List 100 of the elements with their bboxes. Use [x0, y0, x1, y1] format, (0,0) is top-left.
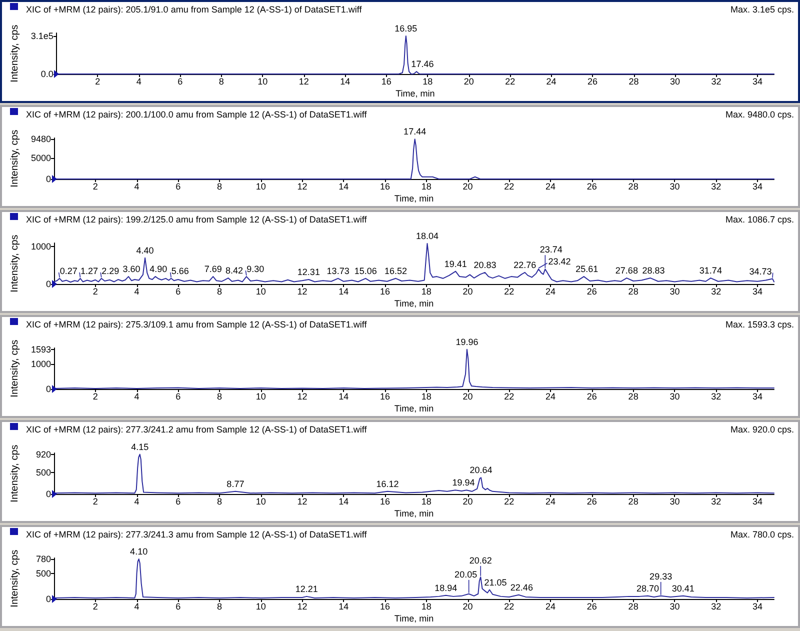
x-tick-label: 16	[380, 392, 390, 402]
chart-subtitle: Max. 9480.0 cps.	[725, 110, 794, 120]
x-tick-label: 14	[338, 496, 349, 506]
y-tick-label: 0	[46, 174, 51, 184]
annotation: 12.31	[297, 267, 320, 278]
annotation: 19.96	[456, 336, 478, 347]
x-tick-label: 20	[464, 76, 474, 86]
x-tick-label: 22	[504, 392, 514, 402]
x-tick-label: 34	[752, 286, 762, 296]
annotation: 27.68	[615, 266, 638, 276]
annotation: 30.41	[672, 583, 694, 594]
annotation: 25.61	[576, 264, 598, 274]
x-tick-label: 4	[134, 392, 140, 402]
x-tick-label: 8	[217, 496, 222, 506]
annotation: 34.73	[749, 266, 772, 276]
annotation: 13.73	[326, 266, 350, 276]
x-tick-label: 26	[586, 182, 597, 192]
x-tick-label: 14	[338, 392, 349, 402]
x-tick-label: 28	[628, 392, 638, 402]
annotation: 20.64	[470, 465, 492, 476]
x-tick-label: 6	[176, 602, 181, 612]
x-tick-label: 4	[134, 602, 140, 612]
x-tick-label: 4	[134, 182, 140, 192]
x-tick-label: 8	[217, 182, 222, 192]
x-tick-label: 2	[95, 76, 100, 86]
x-tick-label: 18	[422, 76, 433, 86]
annotation: 0.27	[60, 266, 78, 276]
annotation: 28.70	[636, 583, 660, 594]
annotation: 20.05	[454, 569, 478, 580]
x-axis-title: Time, min	[394, 298, 434, 308]
annotation: 12.21	[295, 584, 318, 594]
x-tick-label: 2	[92, 496, 98, 506]
x-tick-label: 16	[380, 286, 390, 296]
x-tick-label: 18	[421, 182, 432, 192]
x-tick-label: 24	[546, 76, 556, 86]
y-axis-title: Intensity, cps	[10, 444, 20, 502]
annotation: 4.10	[130, 546, 148, 557]
x-tick-label: 24	[546, 392, 556, 402]
annotation: 23.74	[540, 244, 562, 255]
x-tick-label: 30	[670, 496, 680, 506]
x-tick-label: 12	[297, 182, 308, 192]
annotation: 18.94	[434, 582, 458, 593]
x-tick-label: 30	[670, 602, 680, 612]
y-tick-label: 1000	[30, 359, 51, 370]
x-tick-label: 2	[92, 182, 98, 192]
annotation: 17.44	[404, 126, 426, 137]
annotation: 1.27	[80, 266, 98, 276]
annotation: 21.05	[484, 577, 507, 588]
x-tick-label: 32	[711, 182, 722, 192]
x-tick-label: 14	[340, 76, 350, 86]
annotation: 7.69	[204, 264, 222, 274]
y-tick-label: 0	[46, 489, 51, 499]
x-axis-title: Time, min	[394, 404, 434, 414]
x-tick-label: 22	[504, 182, 514, 192]
x-tick-label: 12	[297, 392, 308, 402]
annotation: 22.46	[510, 582, 533, 592]
chart-subtitle: Max. 1086.7 cps.	[725, 214, 794, 224]
x-tick-label: 28	[628, 602, 638, 612]
annotation: 17.46	[411, 59, 434, 70]
x-tick-label: 2	[92, 286, 98, 296]
x-tick-label: 34	[752, 496, 762, 506]
x-tick-label: 4	[134, 496, 140, 506]
x-tick-label: 2	[92, 392, 98, 402]
annotation: 28.83	[642, 266, 665, 276]
x-tick-label: 18	[421, 286, 432, 296]
x-tick-label: 20	[462, 392, 473, 402]
x-tick-label: 16	[380, 496, 390, 506]
x-tick-label: 30	[670, 76, 680, 86]
x-tick-label: 26	[586, 496, 597, 506]
x-tick-label: 20	[462, 602, 473, 612]
chart-title: XIC of +MRM (12 pairs): 277.3/241.2 amu from Sample 12 (A-SS-1) of DataSET1.wiff	[26, 424, 368, 434]
x-tick-label: 28	[628, 76, 639, 86]
x-tick-label: 18	[421, 602, 432, 612]
x-tick-label: 8	[217, 602, 222, 612]
x-tick-label: 2	[92, 602, 98, 612]
x-tick-label: 24	[546, 182, 556, 192]
annotation: 22.76	[514, 260, 536, 270]
x-tick-label: 10	[258, 76, 268, 86]
x-axis-title: Time, min	[394, 508, 434, 518]
annotation: 4.90	[150, 264, 168, 274]
annotation: 3.60	[122, 264, 140, 274]
x-tick-label: 24	[546, 496, 556, 506]
y-tick-label: 0	[46, 594, 51, 604]
x-tick-label: 30	[670, 182, 680, 192]
annotation: 4.15	[131, 442, 149, 452]
x-tick-label: 12	[297, 286, 308, 296]
x-tick-label: 34	[752, 392, 762, 402]
annotation: 8.42	[225, 266, 243, 276]
x-tick-label: 8	[217, 286, 222, 296]
x-tick-label: 18	[421, 496, 432, 506]
annotation: 8.77	[226, 478, 244, 489]
annotation: 19.41	[444, 258, 467, 269]
annotation: 16.95	[394, 24, 418, 34]
annotation: 2.29	[102, 266, 120, 276]
x-tick-label: 30	[670, 392, 680, 402]
chart-title: XIC of +MRM (12 pairs): 275.3/109.1 amu from Sample 12 (A-SS-1) of DataSET1.wiff	[26, 320, 368, 330]
x-axis-title: Time, min	[396, 88, 435, 98]
x-tick-label: 10	[256, 392, 266, 402]
x-tick-label: 22	[504, 286, 514, 296]
x-tick-label: 32	[711, 286, 722, 296]
